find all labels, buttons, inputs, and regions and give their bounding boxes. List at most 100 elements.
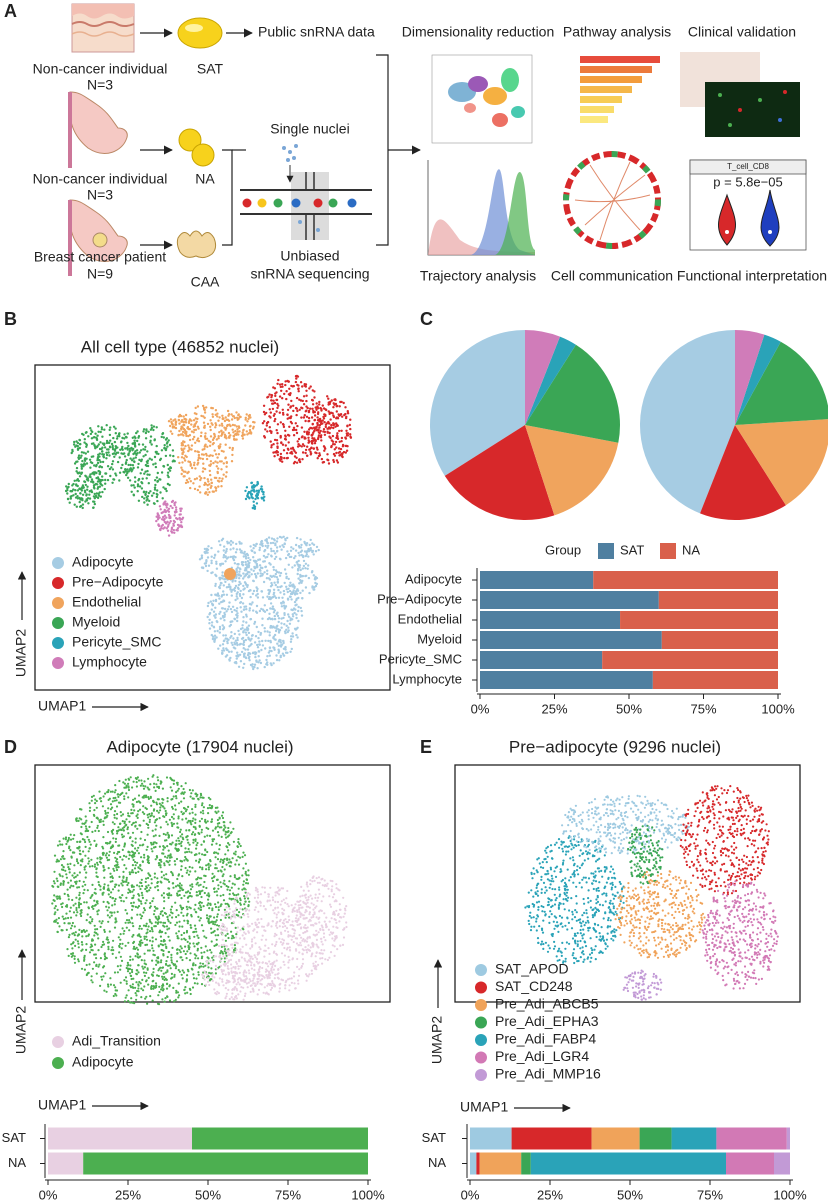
umap-point	[245, 615, 248, 618]
umap-point	[137, 898, 140, 901]
umap-point	[303, 542, 307, 545]
umap-point	[288, 622, 292, 625]
umap-point	[241, 874, 244, 877]
umap-point	[67, 866, 70, 869]
umap-point	[69, 916, 73, 919]
umap-point	[218, 612, 221, 615]
umap-point	[161, 930, 164, 934]
umap-point	[204, 443, 207, 446]
umap-point	[170, 500, 174, 504]
umap-point	[62, 883, 65, 886]
umap-point	[327, 397, 330, 400]
umap-point	[175, 839, 178, 842]
umap-point	[203, 562, 207, 565]
umap-point	[71, 954, 74, 957]
umap-point	[113, 822, 116, 826]
umap-point	[171, 432, 174, 435]
umap-point	[161, 511, 165, 514]
umap-point	[76, 911, 79, 914]
umap-point	[304, 385, 307, 388]
umap-point	[214, 616, 217, 619]
umap-point	[213, 639, 216, 643]
umap-point	[236, 636, 239, 640]
umap-point	[228, 858, 231, 861]
umap-point	[313, 437, 316, 440]
umap-point	[326, 453, 329, 456]
umap-point	[300, 614, 304, 617]
umap-point	[175, 791, 178, 794]
umap-point	[150, 494, 154, 497]
umap-point	[139, 881, 142, 884]
umap-point	[270, 444, 273, 447]
umap-point	[227, 905, 231, 908]
umap-point	[205, 868, 208, 871]
umap-point	[181, 461, 184, 464]
umap-point	[276, 382, 279, 385]
umap-point	[170, 956, 173, 959]
umap-point	[131, 831, 135, 834]
umap-point	[81, 506, 84, 510]
umap-point	[152, 815, 155, 818]
umap-point	[283, 568, 287, 571]
umap-point	[77, 942, 80, 945]
umap-point	[125, 784, 128, 787]
umap-point	[137, 462, 140, 466]
umap-point	[239, 660, 243, 663]
umap-point	[224, 568, 236, 580]
umap-point	[67, 936, 70, 939]
umap-point	[346, 434, 350, 437]
umap-point	[168, 483, 171, 487]
umap-point	[190, 423, 193, 426]
umap-point	[94, 829, 97, 833]
umap-point	[150, 922, 153, 925]
umap-point	[330, 423, 333, 427]
umap-point	[92, 907, 95, 911]
umap-point	[235, 567, 238, 571]
umap-point	[165, 489, 168, 493]
umap-point	[172, 459, 175, 462]
umap-point	[199, 962, 202, 965]
umap-point	[334, 398, 337, 402]
umap-point	[112, 939, 115, 942]
umap-point	[203, 481, 207, 485]
umap-point	[196, 934, 199, 937]
umap-point	[229, 543, 233, 546]
umap-point	[98, 447, 102, 451]
umap-point	[81, 858, 84, 861]
umap-point	[220, 826, 223, 829]
umap-point	[99, 888, 102, 891]
umap-point	[219, 905, 222, 908]
umap-point	[308, 419, 311, 423]
umap-point	[204, 564, 208, 568]
umap-point	[188, 438, 192, 442]
umap-point	[230, 610, 234, 614]
umap-point	[285, 575, 288, 578]
umap-point	[244, 560, 247, 564]
umap-point	[212, 887, 216, 891]
umap-point	[246, 433, 249, 436]
umap-point	[93, 891, 96, 895]
umap-point	[236, 651, 239, 654]
umap-point	[145, 822, 148, 826]
umap-point	[155, 907, 158, 910]
umap-point	[77, 946, 80, 949]
umap-point	[193, 924, 197, 927]
umap-point	[209, 419, 212, 422]
umap-point	[244, 416, 247, 419]
umap-point	[127, 989, 130, 992]
umap-point	[188, 942, 191, 945]
umap-point	[291, 618, 294, 621]
umap-point	[280, 441, 283, 444]
umap-point	[150, 878, 153, 881]
umap-point	[121, 858, 124, 861]
umap-point	[168, 927, 171, 930]
umap-point	[95, 438, 99, 442]
umap-point	[300, 543, 303, 547]
umap-point	[221, 431, 224, 435]
umap-point	[290, 384, 293, 388]
umap-point	[168, 856, 172, 859]
umap-point	[179, 433, 183, 436]
umap-point	[111, 876, 114, 880]
umap-point	[313, 396, 316, 399]
umap-point	[157, 915, 160, 918]
